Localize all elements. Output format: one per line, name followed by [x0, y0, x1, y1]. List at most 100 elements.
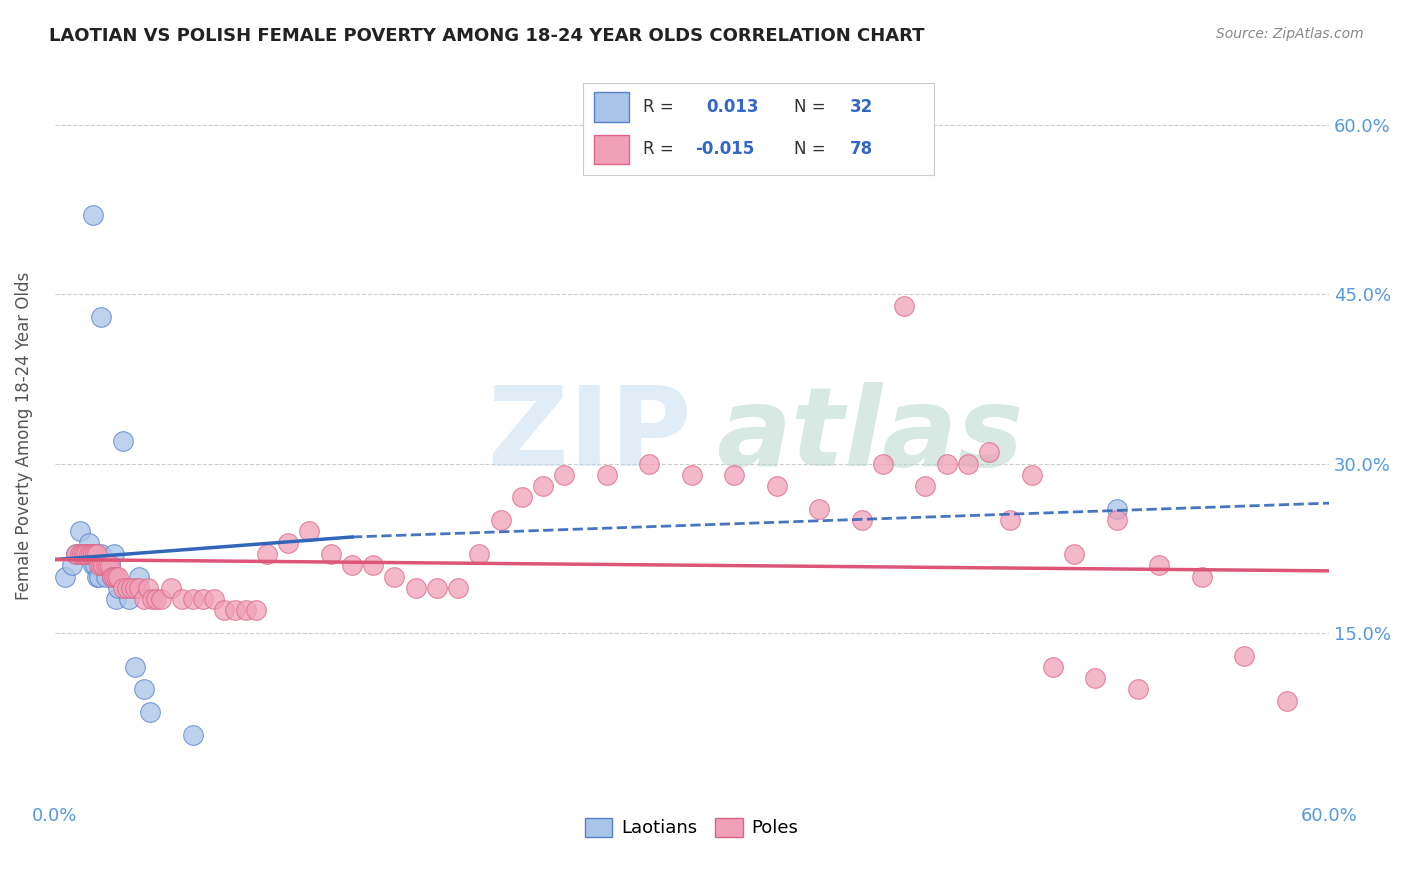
Point [145, 592, 167, 607]
Point [97, 558, 120, 573]
Point [361, 558, 384, 573]
Point [83, 547, 105, 561]
Point [94, 569, 117, 583]
Point [128, 569, 150, 583]
Point [90, 547, 112, 561]
Point [1147, 558, 1170, 573]
Point [103, 569, 125, 583]
Point [596, 467, 619, 482]
Point [115, 581, 138, 595]
Point [405, 581, 427, 595]
Point [111, 434, 134, 448]
Point [765, 479, 787, 493]
Point [70, 547, 93, 561]
Point [111, 581, 134, 595]
Point [1191, 569, 1213, 583]
Point [69, 547, 91, 561]
Point [65, 547, 87, 561]
Point [73, 547, 96, 561]
Point [181, 727, 204, 741]
Point [214, 603, 236, 617]
Point [107, 581, 129, 595]
Point [160, 581, 183, 595]
Point [1105, 513, 1128, 527]
Point [101, 569, 124, 583]
Point [181, 592, 204, 607]
Point [235, 603, 257, 617]
Point [136, 581, 159, 595]
Point [553, 467, 575, 482]
Text: Source: ZipAtlas.com: Source: ZipAtlas.com [1216, 27, 1364, 41]
Point [1126, 682, 1149, 697]
Point [1042, 660, 1064, 674]
Point [53, 569, 76, 583]
Point [426, 581, 449, 595]
Point [510, 491, 533, 505]
Point [77, 547, 100, 561]
Point [1084, 671, 1107, 685]
Point [105, 592, 128, 607]
Point [82, 547, 104, 561]
Point [93, 558, 115, 573]
Point [681, 467, 703, 482]
Point [935, 457, 957, 471]
Point [224, 603, 246, 617]
Point [447, 581, 470, 595]
Point [468, 547, 491, 561]
Point [79, 547, 101, 561]
Point [132, 592, 155, 607]
Point [893, 299, 915, 313]
Point [124, 660, 146, 674]
Point [914, 479, 936, 493]
Point [245, 603, 267, 617]
Point [98, 558, 121, 573]
Point [340, 558, 363, 573]
Point [73, 547, 96, 561]
Point [124, 581, 146, 595]
Point [1105, 501, 1128, 516]
Point [872, 457, 894, 471]
Point [1275, 694, 1298, 708]
Point [956, 457, 979, 471]
Point [1063, 547, 1085, 561]
Point [149, 592, 172, 607]
Point [103, 547, 125, 561]
Point [82, 208, 104, 222]
Point [97, 558, 120, 573]
Text: ZIP: ZIP [488, 382, 692, 489]
Point [105, 569, 128, 583]
Point [101, 569, 124, 583]
Point [60, 558, 83, 573]
Point [851, 513, 873, 527]
Text: atlas: atlas [717, 382, 1024, 489]
Point [89, 569, 111, 583]
Point [979, 445, 1001, 459]
Point [1021, 467, 1043, 482]
Point [1000, 513, 1022, 527]
Point [531, 479, 554, 493]
Point [98, 558, 121, 573]
Point [384, 569, 406, 583]
Point [170, 592, 193, 607]
Point [75, 547, 97, 561]
Point [70, 547, 93, 561]
Point [256, 547, 278, 561]
Point [77, 535, 100, 549]
Point [139, 705, 162, 719]
Point [202, 592, 225, 607]
Point [79, 547, 101, 561]
Y-axis label: Female Poverty Among 18-24 Year Olds: Female Poverty Among 18-24 Year Olds [15, 271, 32, 599]
Point [86, 569, 108, 583]
Point [723, 467, 745, 482]
Point [83, 558, 105, 573]
Point [132, 682, 155, 697]
Point [277, 535, 299, 549]
Point [1233, 648, 1256, 663]
Point [90, 558, 112, 573]
Point [118, 592, 141, 607]
Point [65, 547, 87, 561]
Point [75, 547, 97, 561]
Point [128, 581, 150, 595]
Point [82, 558, 104, 573]
Point [120, 581, 142, 595]
